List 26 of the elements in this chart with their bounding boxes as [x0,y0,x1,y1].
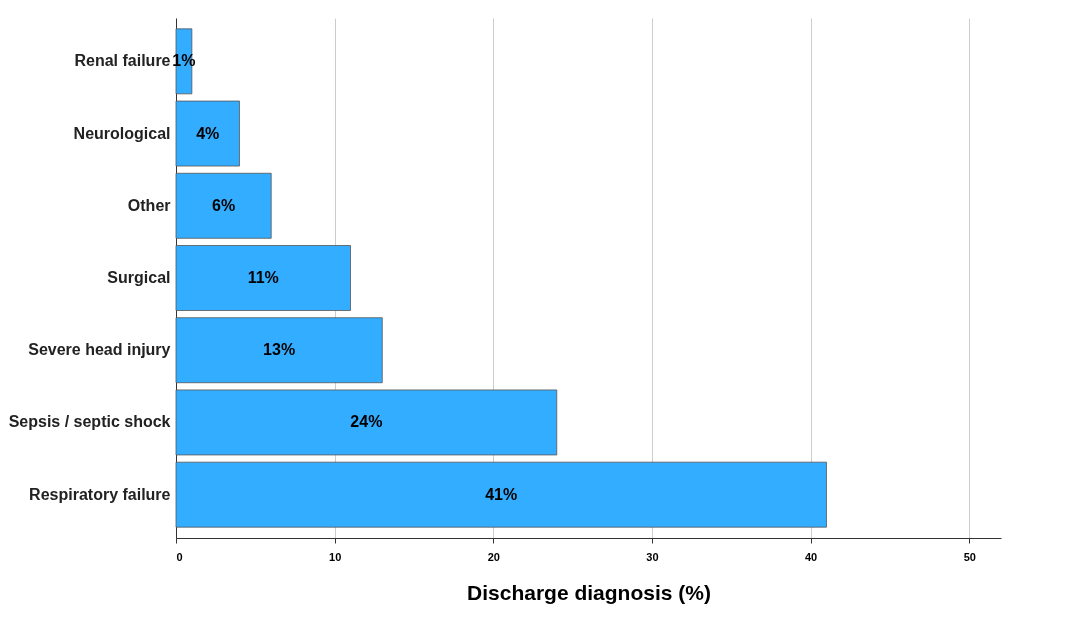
data-label: 41% [485,485,518,503]
bar [175,317,383,384]
data-label: 13% [263,341,296,359]
y-tick-label: Severe head injury [28,341,171,359]
x-tick-label: 20 [487,550,500,563]
y-tick-label: Respiratory failure [29,485,171,503]
data-label: 6% [212,196,236,214]
y-tick-label: Renal failure [74,52,171,70]
data-label: 11% [247,269,279,286]
bar [175,245,351,311]
bar [175,172,272,239]
x-tick-label: 40 [804,550,818,563]
bar [175,389,558,456]
x-tick-label: 30 [646,550,659,563]
y-tick-label: Surgical [107,269,171,286]
x-tick-label: 0 [176,550,183,563]
y-tick-label: Sepsis / septic shock [8,413,171,431]
bar [175,461,827,528]
data-label: 4% [196,124,220,142]
data-label: 24% [350,413,383,431]
x-tick-label: 50 [963,550,976,563]
x-tick-label: 10 [329,550,342,563]
x-axis-title: Discharge diagnosis (%) [467,580,711,604]
y-tick-label: Other [127,196,171,214]
bar [175,100,240,167]
y-tick-label: Neurological [73,124,171,142]
